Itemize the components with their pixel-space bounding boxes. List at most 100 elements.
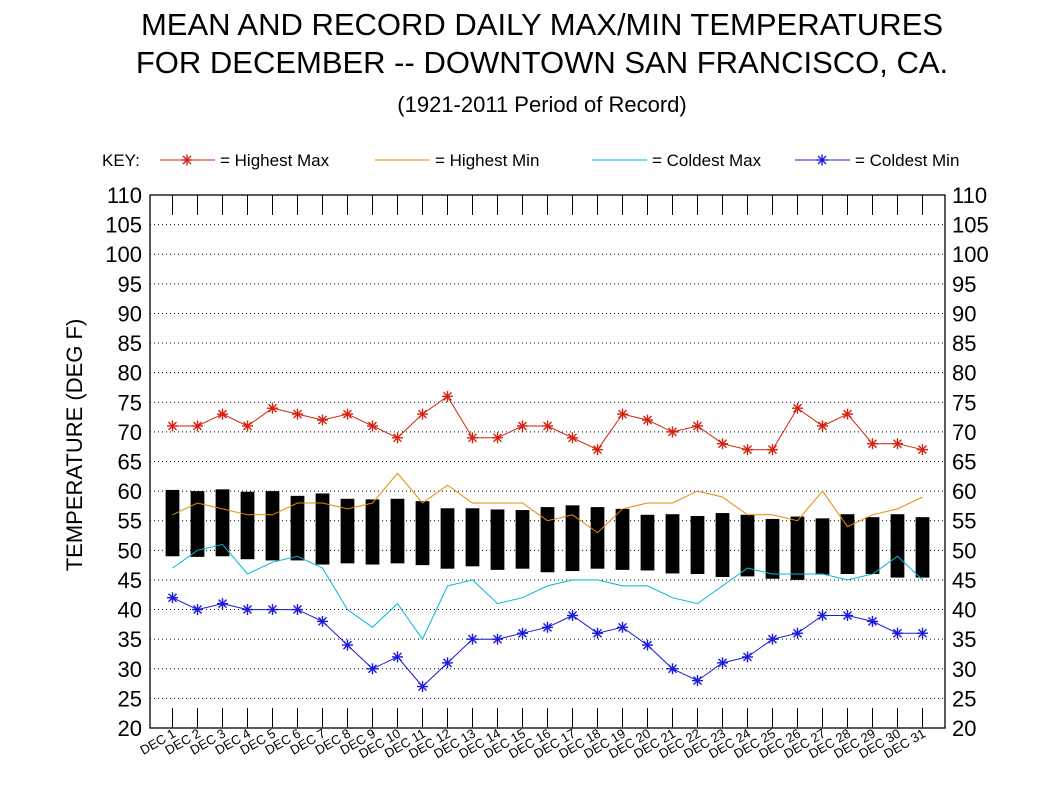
mean-bar-28 bbox=[840, 514, 855, 575]
y-tick-right-45: 45 bbox=[952, 568, 976, 593]
series-4-point-16 bbox=[542, 621, 553, 633]
mean-bar-10 bbox=[390, 498, 405, 564]
y-tick-left-75: 75 bbox=[118, 390, 142, 415]
y-tick-left-85: 85 bbox=[118, 331, 142, 356]
series-1-point-22 bbox=[692, 420, 703, 432]
legend-entry-1: = Highest Max bbox=[220, 151, 330, 170]
y-tick-left-60: 60 bbox=[118, 479, 142, 504]
series-4-point-18 bbox=[592, 627, 603, 639]
mean-bar-21 bbox=[665, 514, 680, 574]
series-4-point-24 bbox=[742, 651, 753, 663]
mean-bar-20 bbox=[640, 514, 655, 571]
series-1-point-23 bbox=[717, 438, 728, 450]
y-tick-left-90: 90 bbox=[118, 301, 142, 326]
series-1-point-4 bbox=[242, 420, 253, 432]
y-tick-left-100: 100 bbox=[105, 242, 142, 267]
legend-entry-3: = Coldest Max bbox=[652, 151, 762, 170]
y-tick-right-70: 70 bbox=[952, 420, 976, 445]
series-1-point-24 bbox=[742, 444, 753, 456]
mean-bar-8 bbox=[340, 498, 355, 564]
series-4-point-6 bbox=[292, 604, 303, 616]
mean-bar-9 bbox=[365, 499, 380, 565]
series-1-point-25 bbox=[767, 444, 778, 456]
series-1-point-2 bbox=[192, 420, 203, 432]
mean-bar-18 bbox=[590, 507, 605, 569]
y-tick-right-60: 60 bbox=[952, 479, 976, 504]
chart-subtitle: (1921-2011 Period of Record) bbox=[397, 92, 687, 117]
series-4-point-12 bbox=[442, 657, 453, 669]
y-tick-left-110: 110 bbox=[107, 183, 142, 208]
series-4-point-3 bbox=[217, 598, 228, 610]
series-4-point-27 bbox=[817, 609, 828, 621]
mean-bar-30 bbox=[890, 514, 905, 578]
y-tick-right-90: 90 bbox=[952, 301, 976, 326]
series-4-point-20 bbox=[642, 639, 653, 651]
series-1-point-26 bbox=[792, 402, 803, 414]
series-line-3 bbox=[172, 543, 923, 641]
series-1-point-18 bbox=[592, 444, 603, 456]
y-tick-left-105: 105 bbox=[105, 213, 142, 238]
series-1-point-5 bbox=[267, 402, 278, 414]
legend-marker-4 bbox=[816, 154, 828, 166]
series-1-point-9 bbox=[367, 420, 378, 432]
series-1-point-27 bbox=[817, 420, 828, 432]
series-1-point-17 bbox=[567, 432, 578, 444]
y-tick-right-65: 65 bbox=[952, 450, 976, 475]
mean-bar-25 bbox=[765, 518, 780, 579]
mean-bar-1 bbox=[165, 489, 180, 557]
series-4-point-21 bbox=[667, 663, 678, 675]
y-tick-right-95: 95 bbox=[952, 272, 976, 297]
mean-bar-24 bbox=[740, 514, 755, 577]
series-4-point-11 bbox=[417, 681, 428, 693]
series-1-point-14 bbox=[492, 432, 503, 444]
mean-bar-4 bbox=[240, 491, 255, 560]
legend-marker-1 bbox=[181, 154, 193, 166]
mean-bar-17 bbox=[565, 505, 580, 572]
series-4-point-26 bbox=[792, 627, 803, 639]
y-tick-left-45: 45 bbox=[118, 568, 142, 593]
y-tick-right-105: 105 bbox=[952, 213, 989, 238]
y-tick-left-25: 25 bbox=[118, 686, 142, 711]
series-4-point-17 bbox=[567, 609, 578, 621]
y-tick-left-95: 95 bbox=[118, 272, 142, 297]
series-1-point-7 bbox=[317, 414, 328, 426]
legend-entry-4: = Coldest Min bbox=[855, 151, 959, 170]
series-4-point-2 bbox=[192, 604, 203, 616]
series-4-point-5 bbox=[267, 604, 278, 616]
y-tick-right-20: 20 bbox=[952, 716, 976, 741]
mean-bar-3 bbox=[215, 489, 230, 557]
mean-bar-31 bbox=[915, 517, 930, 578]
y-tick-left-40: 40 bbox=[118, 598, 142, 623]
mean-bar-6 bbox=[290, 495, 305, 561]
series-4-point-8 bbox=[342, 639, 353, 651]
series-4-point-9 bbox=[367, 663, 378, 675]
series-1-point-3 bbox=[217, 408, 228, 420]
y-tick-left-35: 35 bbox=[118, 627, 142, 652]
plot-frame bbox=[149, 194, 946, 729]
series-4-point-1 bbox=[167, 592, 178, 604]
mean-bar-16 bbox=[540, 507, 555, 573]
series-4-point-31 bbox=[917, 627, 928, 639]
chart-title-line-1: MEAN AND RECORD DAILY MAX/MIN TEMPERATUR… bbox=[140, 7, 944, 42]
axes: 20 20 25 25 30 30 35 35 40 40 45 45 50 50 55 55 60 60 65 65… bbox=[105, 183, 988, 761]
y-tick-left-20: 20 bbox=[118, 716, 142, 741]
mean-bar-27 bbox=[815, 518, 830, 575]
y-tick-right-110: 110 bbox=[952, 183, 987, 208]
series-1-point-12 bbox=[442, 390, 453, 402]
series-1-point-19 bbox=[617, 408, 628, 420]
y-tick-right-75: 75 bbox=[952, 390, 976, 415]
series-1-point-21 bbox=[667, 426, 678, 438]
legend-entry-2: = Highest Min bbox=[435, 151, 539, 170]
series-1-point-20 bbox=[642, 414, 653, 426]
series-4-point-23 bbox=[717, 657, 728, 669]
series-1-point-11 bbox=[417, 408, 428, 420]
mean-bar-22 bbox=[690, 515, 705, 575]
mean-bar-13 bbox=[465, 508, 480, 567]
series-1-point-6 bbox=[292, 408, 303, 420]
series-1-point-30 bbox=[892, 438, 903, 450]
series-4-point-19 bbox=[617, 621, 628, 633]
y-tick-right-50: 50 bbox=[952, 538, 976, 563]
mean-bar-2 bbox=[190, 491, 205, 557]
y-tick-left-65: 65 bbox=[118, 450, 142, 475]
series-4-point-30 bbox=[892, 627, 903, 639]
